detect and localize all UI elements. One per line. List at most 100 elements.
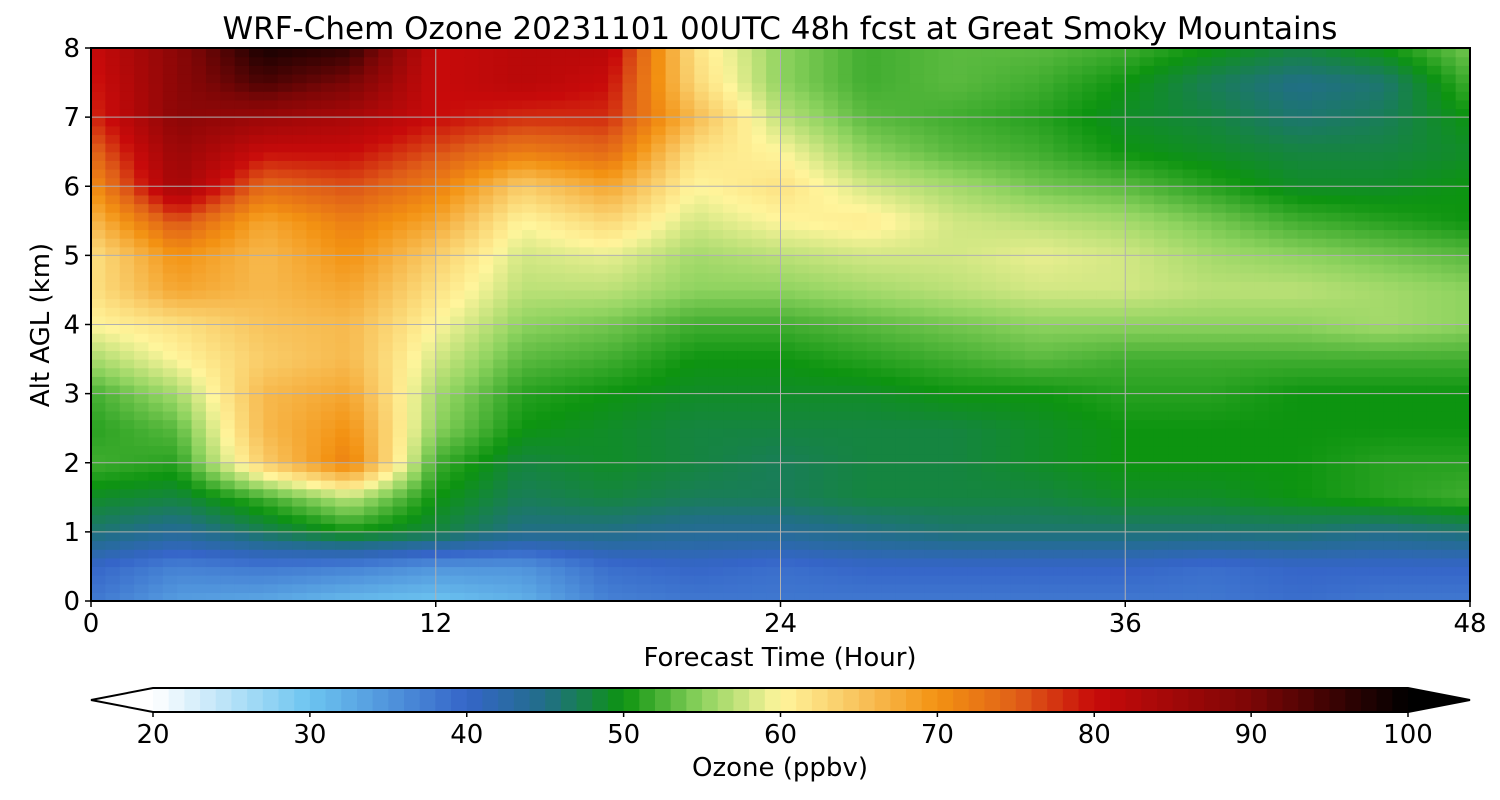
heatmap-cell: [708, 350, 724, 360]
heatmap-cell: [565, 505, 580, 516]
heatmap-cell: [952, 583, 968, 593]
heatmap-cell: [1182, 523, 1198, 533]
heatmap-cell: [593, 324, 609, 334]
heatmap-cell: [723, 514, 738, 524]
heatmap-cell: [435, 428, 451, 438]
heatmap-cell: [1283, 359, 1299, 369]
heatmap-cell: [1197, 540, 1213, 550]
heatmap-cell: [1024, 575, 1040, 585]
heatmap-cell: [1110, 160, 1126, 170]
heatmap-cell: [277, 341, 293, 352]
heatmap-cell: [708, 402, 724, 412]
heatmap-cell: [924, 186, 940, 196]
heatmap-cell: [335, 341, 351, 352]
heatmap-cell: [909, 454, 925, 464]
heatmap-cell: [1383, 324, 1399, 334]
heatmap-cell: [1110, 540, 1126, 550]
heatmap-cell: [1039, 575, 1055, 585]
heatmap-cell: [938, 289, 954, 300]
heatmap-cell: [335, 186, 351, 196]
heatmap-cell: [1024, 376, 1040, 386]
heatmap-cell: [608, 531, 624, 542]
heatmap-cell: [1197, 238, 1213, 248]
heatmap-cell: [636, 298, 652, 308]
heatmap-cell: [119, 168, 135, 179]
heatmap-cell: [1067, 289, 1083, 300]
heatmap-cell: [1211, 384, 1227, 395]
heatmap-cell: [306, 324, 322, 334]
heatmap-cell: [349, 367, 365, 377]
heatmap-cell: [1455, 168, 1471, 179]
heatmap-cell: [694, 212, 710, 222]
heatmap-cell: [622, 160, 638, 170]
heatmap-cell: [1039, 229, 1055, 239]
heatmap-cell: [608, 203, 624, 213]
heatmap-cell: [119, 194, 135, 205]
heatmap-cell: [378, 402, 394, 412]
heatmap-cell: [119, 298, 135, 308]
heatmap-cell: [636, 419, 652, 429]
heatmap-cell: [205, 289, 221, 300]
heatmap-cell: [1369, 445, 1385, 455]
heatmap-cell: [205, 428, 221, 438]
heatmap-cell: [938, 220, 954, 231]
heatmap-cell: [1082, 350, 1098, 360]
heatmap-cell: [407, 186, 422, 196]
heatmap-cell: [191, 212, 207, 222]
heatmap-cell: [665, 540, 681, 550]
heatmap-cell: [292, 497, 308, 507]
heatmap-cell: [1153, 220, 1169, 231]
heatmap-cell: [780, 592, 796, 602]
heatmap-cell: [737, 462, 753, 472]
heatmap-cell: [852, 384, 868, 395]
heatmap-cell: [378, 583, 394, 593]
heatmap-cell: [292, 341, 308, 352]
heatmap-cell: [1125, 454, 1141, 464]
heatmap-cell: [320, 359, 336, 369]
heatmap-cell: [1110, 592, 1126, 602]
heatmap-cell: [119, 376, 135, 386]
heatmap-cell: [1426, 333, 1442, 343]
heatmap-cell: [450, 220, 466, 231]
heatmap-cell: [766, 324, 782, 334]
heatmap-cell: [995, 151, 1011, 161]
heatmap-cell: [1311, 168, 1327, 179]
heatmap-cell: [378, 177, 394, 187]
heatmap-cell: [679, 281, 695, 291]
heatmap-cell: [1024, 566, 1040, 576]
heatmap-cell: [981, 462, 997, 472]
heatmap-cell: [521, 480, 537, 490]
heatmap-cell: [1067, 471, 1083, 481]
heatmap-cell: [335, 583, 351, 593]
heatmap-cell: [1182, 151, 1198, 161]
heatmap-cell: [665, 471, 681, 481]
heatmap-cell: [392, 315, 408, 326]
heatmap-cell: [1455, 203, 1471, 213]
heatmap-cell: [1110, 514, 1126, 524]
heatmap-cell: [1096, 168, 1112, 179]
heatmap-cell: [895, 359, 911, 369]
heatmap-cell: [1053, 307, 1069, 317]
heatmap-cell: [1024, 514, 1040, 524]
heatmap-cell: [895, 341, 911, 352]
heatmap-cell: [809, 315, 825, 326]
heatmap-cell: [981, 436, 997, 447]
heatmap-cell: [751, 471, 767, 481]
heatmap-cell: [177, 160, 193, 170]
heatmap-cell: [651, 281, 667, 291]
heatmap-cell: [1297, 307, 1313, 317]
heatmap-cell: [1426, 480, 1442, 490]
heatmap-cell: [794, 246, 810, 256]
heatmap-cell: [363, 566, 379, 576]
heatmap-cell: [105, 298, 121, 308]
heatmap-cell: [1139, 333, 1155, 343]
heatmap-cell: [608, 384, 624, 395]
heatmap-cell: [521, 307, 537, 317]
heatmap-cell: [967, 307, 983, 317]
heatmap-cell: [1225, 566, 1241, 576]
heatmap-cell: [1168, 436, 1184, 447]
heatmap-cell: [105, 324, 121, 334]
heatmap-cell: [205, 212, 221, 222]
heatmap-cell: [1096, 540, 1112, 550]
heatmap-cell: [507, 540, 523, 550]
